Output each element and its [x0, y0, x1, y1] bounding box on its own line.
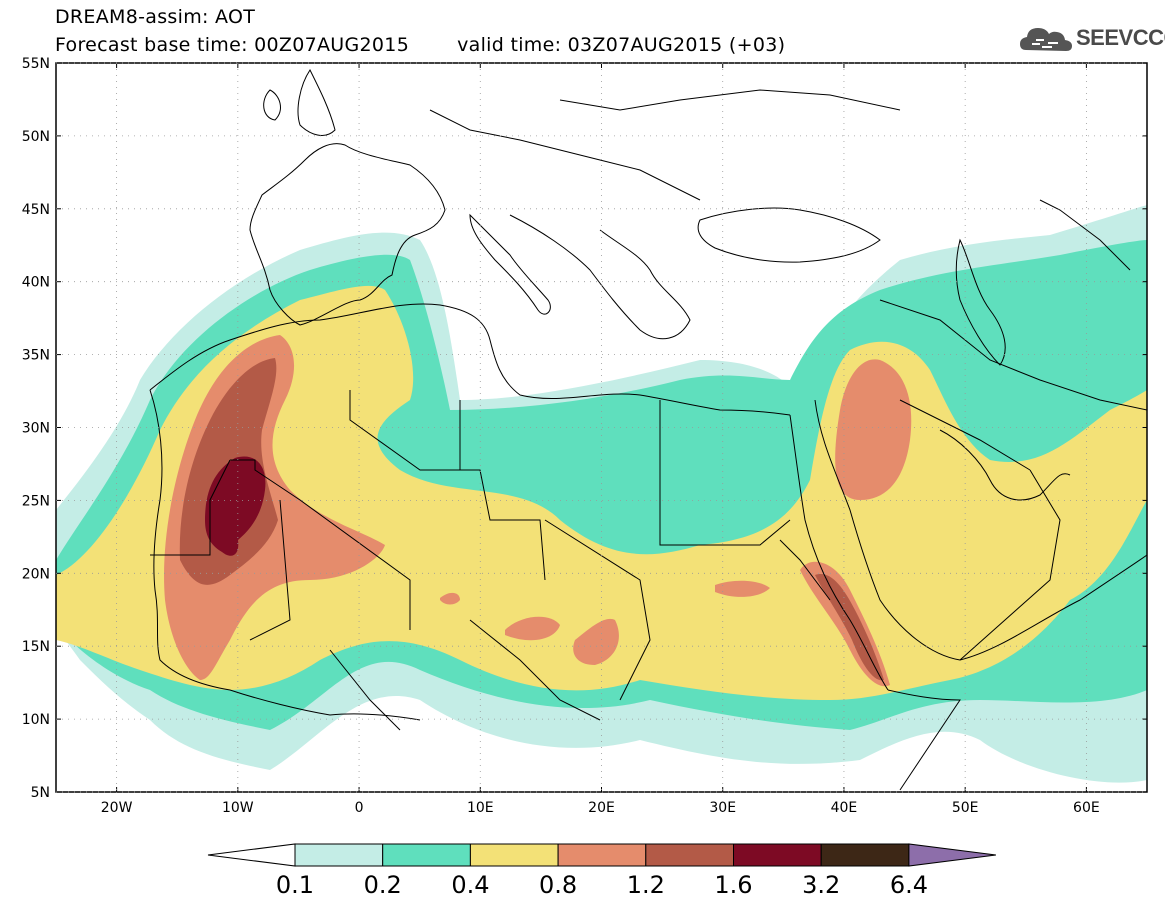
lat-tick-label: 35N [22, 348, 50, 364]
colorbar-segment [733, 843, 822, 867]
lon-tick-label: 0 [355, 800, 364, 816]
lon-tick-label: 20W [101, 800, 133, 816]
colorbar-label: 1.2 [627, 871, 665, 899]
longitude-axis: 20W 10W 0 10E 20E 30E 40E 50E 60E [101, 63, 1100, 816]
lat-tick-label: 45N [22, 202, 50, 218]
lat-tick-label: 15N [22, 639, 50, 655]
base-time-label: Forecast base time: 00Z07AUG2015 [55, 34, 410, 56]
seevccc-logo: SEEVCCC [1018, 20, 1165, 60]
lon-tick-label: 60E [1073, 800, 1100, 816]
colorbar-label: 0.8 [539, 871, 577, 899]
logo-text: SEEVCCC [1076, 25, 1165, 50]
colorbar-over-triangle [908, 843, 996, 867]
aot-field [56, 205, 1147, 783]
lon-tick-label: 10E [467, 800, 494, 816]
lat-tick-label: 10N [22, 712, 50, 728]
lon-tick-label: 30E [709, 800, 736, 816]
colorbar-label: 0.2 [364, 871, 402, 899]
colorbar-label: 0.1 [276, 871, 314, 899]
colorbar-segment [294, 843, 384, 867]
colorbar-segment [820, 843, 910, 867]
colorbar-label: 6.4 [890, 871, 928, 899]
lat-tick-label: 20N [22, 566, 50, 582]
colorbar-segment [645, 843, 734, 867]
colorbar-label: 3.2 [802, 871, 840, 899]
lat-tick-label: 50N [22, 129, 50, 145]
lon-tick-label: 40E [831, 800, 858, 816]
cloud-logo-icon [1020, 28, 1072, 51]
colorbar-label: 0.4 [451, 871, 489, 899]
lat-tick-label: 55N [22, 56, 50, 72]
colorbar-segment [557, 843, 647, 867]
colorbar-segment [469, 843, 559, 867]
latitude-axis: 55N 50N 45N 40N 35N 30N 25N 20N 15N 10N 5N [22, 56, 1147, 801]
colorbar-segment [382, 843, 471, 867]
lat-tick-label: 5N [31, 785, 50, 801]
valid-time-label: valid time: 03Z07AUG2015 (+03) [457, 34, 786, 56]
colorbar: 0.1 0.2 0.4 0.8 1.2 1.6 3.2 6.4 [207, 843, 996, 899]
map-title: DREAM8-assim: AOT [55, 6, 256, 28]
forecast-time-line: Forecast base time: 00Z07AUG2015 valid ti… [55, 34, 785, 56]
colorbar-under-triangle [207, 843, 296, 867]
lat-tick-label: 25N [22, 493, 50, 509]
lat-tick-label: 30N [22, 421, 50, 437]
colorbar-label: 1.6 [714, 871, 752, 899]
lon-tick-label: 50E [952, 800, 979, 816]
lon-tick-label: 10W [222, 800, 254, 816]
aot-band-1.6-3.2 [205, 456, 266, 556]
lon-tick-label: 20E [588, 800, 615, 816]
coastlines-borders [149, 69, 1147, 791]
lat-tick-label: 40N [22, 275, 50, 291]
